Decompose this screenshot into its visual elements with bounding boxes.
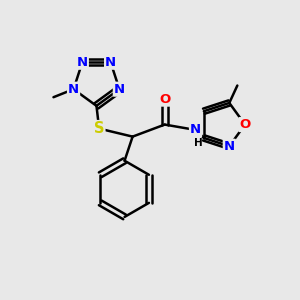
Text: N: N (114, 83, 125, 96)
Text: N: N (224, 140, 235, 153)
Text: S: S (94, 121, 104, 136)
Text: N: N (68, 83, 79, 96)
Text: N: N (77, 56, 88, 69)
Text: N: N (105, 56, 116, 69)
Text: O: O (159, 93, 170, 106)
Text: O: O (239, 118, 251, 131)
Text: N: N (190, 123, 201, 136)
Text: H: H (194, 138, 203, 148)
